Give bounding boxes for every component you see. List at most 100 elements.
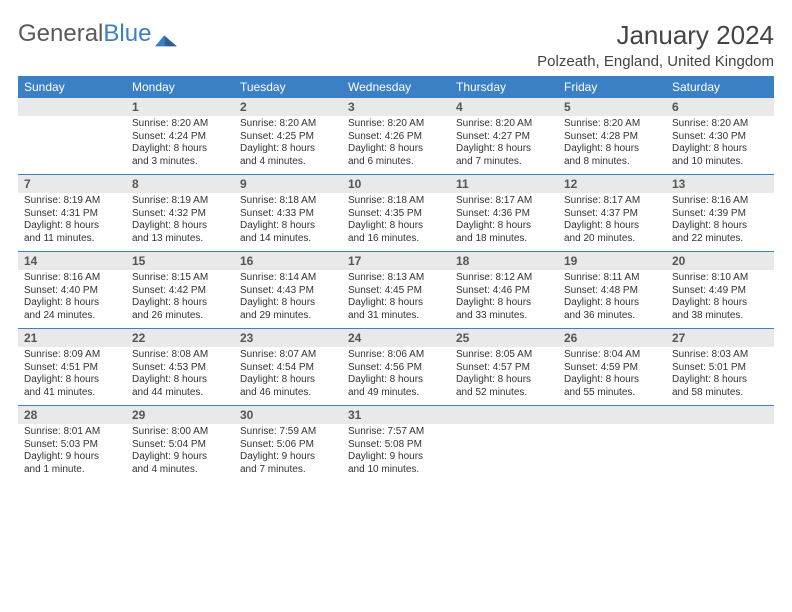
day-number: 11 [450, 175, 558, 194]
day-info-line: and 46 minutes. [240, 387, 336, 400]
day-info-line: Sunrise: 8:06 AM [348, 349, 444, 362]
day-number: 25 [450, 329, 558, 348]
day-info [558, 424, 666, 482]
day-info-line: Sunrise: 8:14 AM [240, 272, 336, 285]
day-info-line: Daylight: 9 hours [240, 451, 336, 464]
col-sunday: Sunday [18, 76, 126, 98]
day-info-line: and 31 minutes. [348, 310, 444, 323]
calendar-daynum-row: 28293031 [18, 406, 774, 425]
day-info-line: and 24 minutes. [24, 310, 120, 323]
col-friday: Friday [558, 76, 666, 98]
day-info-line: Sunrise: 8:18 AM [240, 195, 336, 208]
day-info-line: Daylight: 9 hours [24, 451, 120, 464]
calendar-table: Sunday Monday Tuesday Wednesday Thursday… [18, 76, 774, 482]
day-info-line: Sunset: 4:45 PM [348, 285, 444, 298]
day-info-line: and 58 minutes. [672, 387, 768, 400]
day-info-line: Sunset: 4:36 PM [456, 208, 552, 221]
day-info: Sunrise: 8:08 AMSunset: 4:53 PMDaylight:… [126, 347, 234, 406]
day-info: Sunrise: 8:12 AMSunset: 4:46 PMDaylight:… [450, 270, 558, 329]
day-info-line: Sunset: 4:42 PM [132, 285, 228, 298]
day-info-line: Daylight: 8 hours [240, 374, 336, 387]
day-info-line: and 14 minutes. [240, 233, 336, 246]
day-info-line: Sunrise: 8:00 AM [132, 426, 228, 439]
day-info-line: Sunrise: 8:09 AM [24, 349, 120, 362]
day-info: Sunrise: 8:20 AMSunset: 4:24 PMDaylight:… [126, 116, 234, 175]
day-info-line: Sunset: 4:27 PM [456, 131, 552, 144]
day-info-line: and 49 minutes. [348, 387, 444, 400]
day-info-line: Daylight: 8 hours [564, 297, 660, 310]
day-info-line: Sunrise: 8:19 AM [132, 195, 228, 208]
day-info: Sunrise: 8:19 AMSunset: 4:31 PMDaylight:… [18, 193, 126, 252]
day-number: 28 [18, 406, 126, 425]
day-info-line: and 16 minutes. [348, 233, 444, 246]
day-info: Sunrise: 8:18 AMSunset: 4:35 PMDaylight:… [342, 193, 450, 252]
day-number [18, 98, 126, 116]
day-info-line: Sunrise: 8:17 AM [456, 195, 552, 208]
col-monday: Monday [126, 76, 234, 98]
day-info: Sunrise: 8:15 AMSunset: 4:42 PMDaylight:… [126, 270, 234, 329]
day-info: Sunrise: 8:05 AMSunset: 4:57 PMDaylight:… [450, 347, 558, 406]
day-info-line: Daylight: 8 hours [132, 297, 228, 310]
day-info-line: Sunset: 4:49 PM [672, 285, 768, 298]
day-info-line: Sunset: 4:24 PM [132, 131, 228, 144]
day-info-line: Daylight: 9 hours [348, 451, 444, 464]
day-info-line: Daylight: 8 hours [672, 143, 768, 156]
title-block: January 2024 Polzeath, England, United K… [537, 20, 774, 70]
day-info: Sunrise: 8:20 AMSunset: 4:28 PMDaylight:… [558, 116, 666, 175]
day-info-line: Daylight: 8 hours [348, 374, 444, 387]
day-info: Sunrise: 8:17 AMSunset: 4:36 PMDaylight:… [450, 193, 558, 252]
day-info-line: Sunset: 4:32 PM [132, 208, 228, 221]
day-info: Sunrise: 8:06 AMSunset: 4:56 PMDaylight:… [342, 347, 450, 406]
day-info-line: and 1 minute. [24, 464, 120, 477]
day-number: 8 [126, 175, 234, 194]
day-info-line: Sunrise: 8:11 AM [564, 272, 660, 285]
day-info: Sunrise: 8:20 AMSunset: 4:27 PMDaylight:… [450, 116, 558, 175]
day-info-line: Sunrise: 8:20 AM [348, 118, 444, 131]
calendar-body: 123456Sunrise: 8:20 AMSunset: 4:24 PMDay… [18, 98, 774, 482]
day-info: Sunrise: 8:04 AMSunset: 4:59 PMDaylight:… [558, 347, 666, 406]
day-number: 30 [234, 406, 342, 425]
day-number: 1 [126, 98, 234, 116]
day-info-line: Sunset: 4:48 PM [564, 285, 660, 298]
day-info-line: Sunrise: 8:18 AM [348, 195, 444, 208]
logo-triangle-icon [155, 26, 177, 42]
day-number: 4 [450, 98, 558, 116]
day-info-line: Sunrise: 8:19 AM [24, 195, 120, 208]
day-info: Sunrise: 8:20 AMSunset: 4:25 PMDaylight:… [234, 116, 342, 175]
day-info-line: Sunrise: 8:20 AM [240, 118, 336, 131]
day-number: 13 [666, 175, 774, 194]
day-number: 9 [234, 175, 342, 194]
day-info-line: Daylight: 8 hours [456, 220, 552, 233]
day-info-line: and 7 minutes. [240, 464, 336, 477]
day-info-line: Sunrise: 8:07 AM [240, 349, 336, 362]
day-info-line: Sunset: 5:04 PM [132, 439, 228, 452]
day-info-line: Sunset: 4:57 PM [456, 362, 552, 375]
page-title: January 2024 [537, 20, 774, 51]
day-info-line: Sunset: 4:43 PM [240, 285, 336, 298]
day-info: Sunrise: 8:13 AMSunset: 4:45 PMDaylight:… [342, 270, 450, 329]
day-info: Sunrise: 7:59 AMSunset: 5:06 PMDaylight:… [234, 424, 342, 482]
day-info-line: Sunset: 4:46 PM [456, 285, 552, 298]
day-info-line: and 10 minutes. [672, 156, 768, 169]
day-info-line: Sunset: 4:26 PM [348, 131, 444, 144]
day-info-line: and 52 minutes. [456, 387, 552, 400]
col-thursday: Thursday [450, 76, 558, 98]
col-tuesday: Tuesday [234, 76, 342, 98]
day-number: 24 [342, 329, 450, 348]
calendar-page: GeneralBlue January 2024 Polzeath, Engla… [0, 0, 792, 500]
day-number: 5 [558, 98, 666, 116]
day-info-line: Sunset: 4:59 PM [564, 362, 660, 375]
day-info-line: Sunrise: 8:16 AM [24, 272, 120, 285]
day-info-line: Sunset: 4:37 PM [564, 208, 660, 221]
day-info-line: and 20 minutes. [564, 233, 660, 246]
day-info-line: Sunset: 4:35 PM [348, 208, 444, 221]
day-info-line: Daylight: 8 hours [672, 374, 768, 387]
day-number: 20 [666, 252, 774, 271]
day-number: 14 [18, 252, 126, 271]
page-header: GeneralBlue January 2024 Polzeath, Engla… [18, 20, 774, 70]
day-info-line: Daylight: 8 hours [564, 374, 660, 387]
day-info-line: Daylight: 8 hours [240, 220, 336, 233]
day-info-line: Sunset: 5:03 PM [24, 439, 120, 452]
day-info-line: Daylight: 8 hours [348, 143, 444, 156]
day-info-line: Daylight: 9 hours [132, 451, 228, 464]
